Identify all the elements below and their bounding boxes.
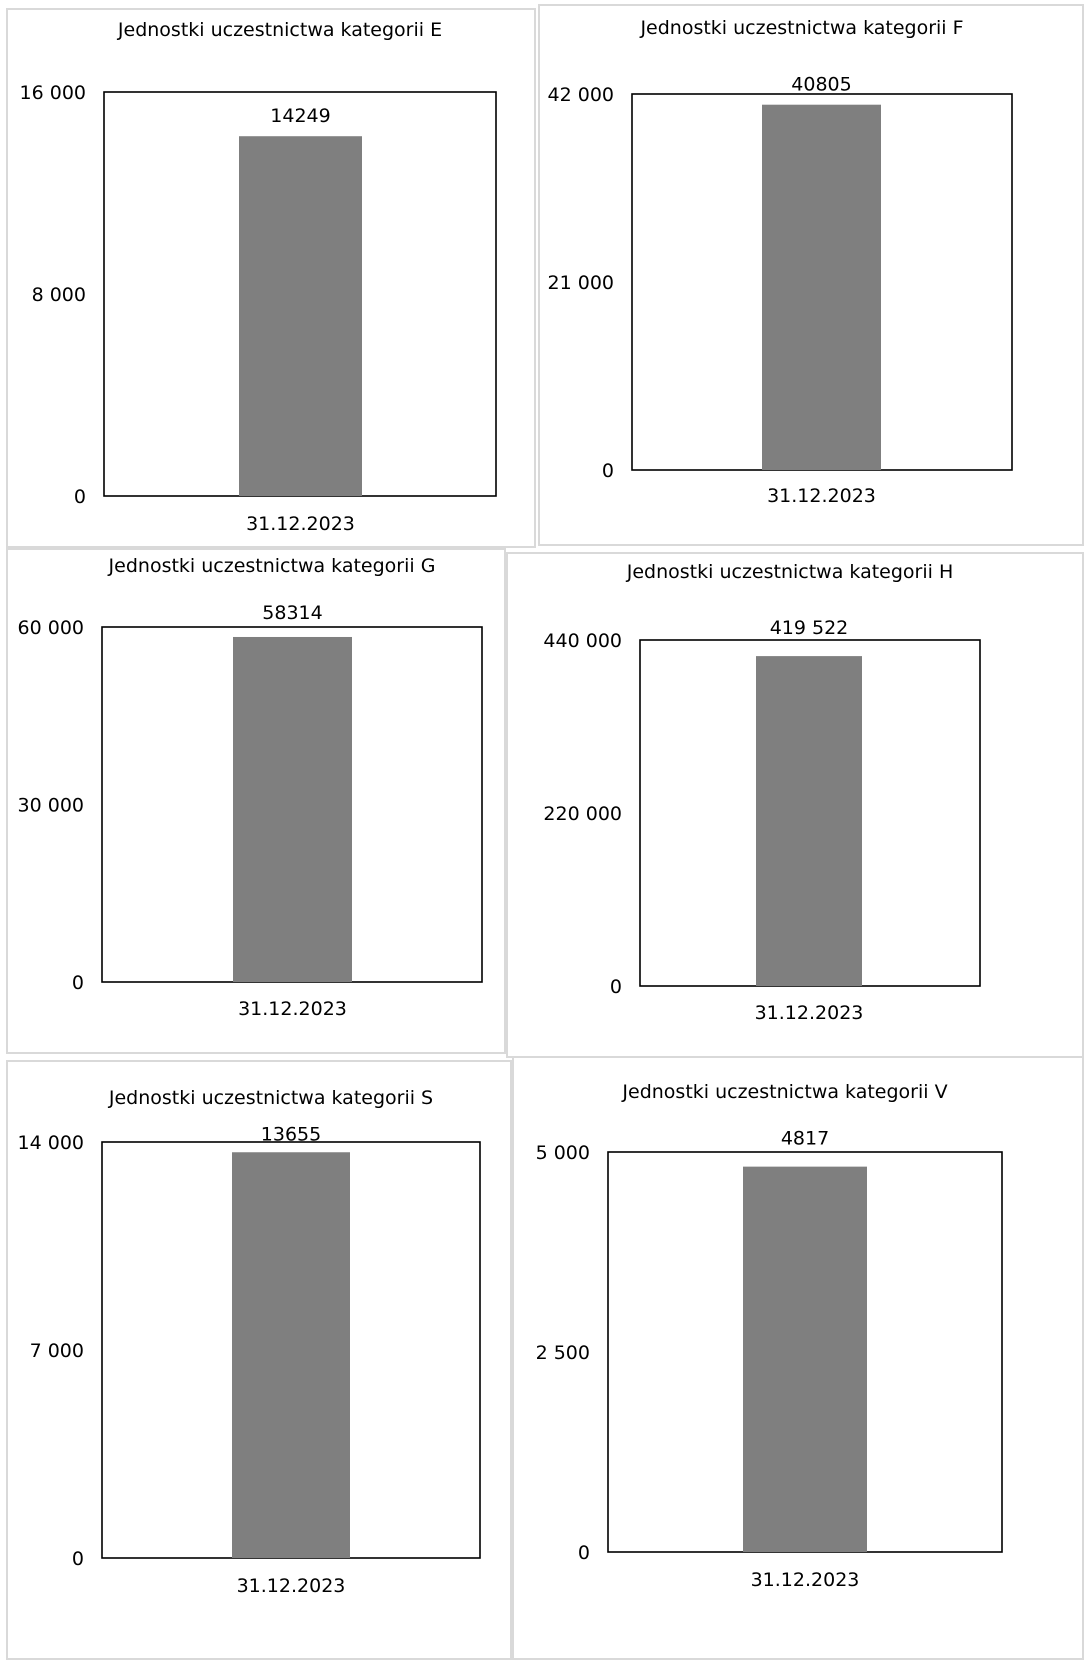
x-tick-label: 31.12.2023 (751, 1569, 860, 1591)
y-tick-label: 0 (578, 1542, 590, 1564)
bar (233, 636, 352, 982)
data-label: 419 522 (770, 617, 849, 639)
y-tick-label: 0 (72, 1548, 84, 1570)
chart-panel-f: Jednostki uczestnictwa kategorii F 0 21 00… (538, 4, 1084, 546)
y-tick-label: 0 (602, 460, 614, 482)
y-tick-label: 14 000 (18, 1132, 84, 1154)
y-tick-label: 220 000 (543, 803, 622, 825)
y-tick-label: 8 000 (32, 284, 86, 306)
bar (239, 136, 362, 496)
chart-h: Jednostki uczestnictwa kategorii H 0 220 0… (543, 561, 981, 1024)
data-label: 40805 (791, 74, 851, 96)
chart-title: Jednostki uczestnictwa kategorii E (117, 19, 442, 41)
chart-panel-v: Jednostki uczestnictwa kategorii V 0 2 500… (512, 1056, 1084, 1660)
y-tick-label: 21 000 (548, 272, 614, 294)
chart-panel-s: Jednostki uczestnictwa kategorii S 0 7 000… (6, 1060, 512, 1660)
chart-v: Jednostki uczestnictwa kategorii V 0 2 500… (536, 1081, 1003, 1591)
data-label: 13655 (261, 1123, 321, 1145)
y-tick-label: 60 000 (18, 617, 84, 639)
chart-f: Jednostki uczestnictwa kategorii F 0 21 00… (548, 17, 1013, 507)
bar (743, 1166, 867, 1552)
y-tick-label: 7 000 (30, 1340, 84, 1362)
bar (756, 656, 862, 986)
data-label: 4817 (781, 1128, 829, 1150)
y-tick-label: 0 (74, 486, 86, 508)
bar (232, 1152, 350, 1558)
chart-title: Jednostki uczestnictwa kategorii S (108, 1087, 433, 1109)
x-tick-label: 31.12.2023 (767, 485, 876, 507)
chart-title: Jednostki uczestnictwa kategorii V (621, 1081, 947, 1103)
y-tick-label: 5 000 (536, 1142, 590, 1164)
chart-title: Jednostki uczestnictwa kategorii G (108, 555, 436, 577)
x-tick-label: 31.12.2023 (246, 513, 355, 535)
data-label: 58314 (262, 602, 322, 624)
chart-panel-e: Jednostki uczestnictwa kategorii E 0 8 000… (6, 8, 536, 548)
chart-e: Jednostki uczestnictwa kategorii E 0 8 000… (20, 19, 497, 535)
chart-title: Jednostki uczestnictwa kategorii F (639, 17, 963, 39)
y-tick-label: 16 000 (20, 82, 86, 104)
chart-g: Jednostki uczestnictwa kategorii G 0 30 00… (18, 555, 483, 1020)
y-tick-label: 2 500 (536, 1342, 590, 1364)
x-tick-label: 31.12.2023 (237, 1575, 346, 1597)
x-tick-label: 31.12.2023 (755, 1002, 864, 1024)
chart-panel-h: Jednostki uczestnictwa kategorii H 0 220 0… (506, 552, 1084, 1058)
chart-panel-g: Jednostki uczestnictwa kategorii G 0 30 00… (6, 548, 506, 1054)
bar (762, 104, 881, 471)
y-tick-label: 42 000 (548, 84, 614, 106)
y-tick-label: 30 000 (18, 795, 84, 817)
chart-s: Jednostki uczestnictwa kategorii S 0 7 000… (18, 1087, 481, 1597)
data-label: 14249 (270, 105, 330, 127)
y-tick-label: 0 (610, 976, 622, 998)
x-tick-label: 31.12.2023 (238, 998, 347, 1020)
y-tick-label: 440 000 (543, 630, 622, 652)
chart-title: Jednostki uczestnictwa kategorii H (626, 561, 953, 583)
y-tick-label: 0 (72, 972, 84, 994)
